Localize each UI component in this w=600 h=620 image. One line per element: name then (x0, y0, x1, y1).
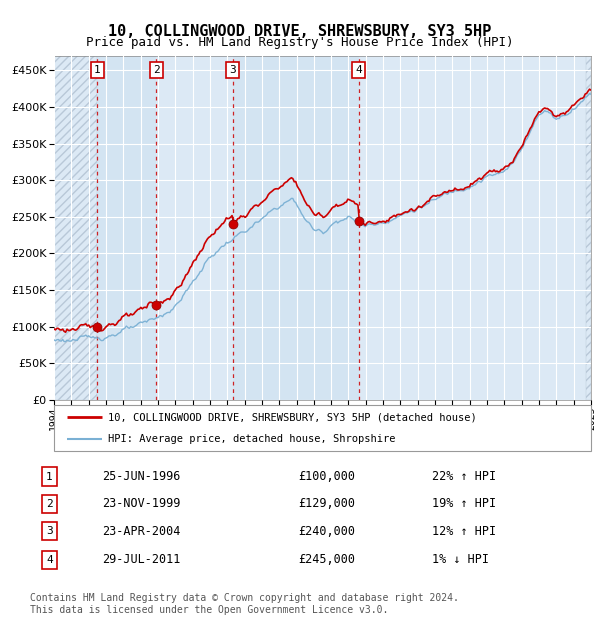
Text: 23-NOV-1999: 23-NOV-1999 (103, 497, 181, 510)
Bar (54, 56, 97, 400)
Text: £240,000: £240,000 (298, 525, 355, 538)
Text: 12% ↑ HPI: 12% ↑ HPI (432, 525, 496, 538)
Text: 4: 4 (355, 65, 362, 75)
Text: £100,000: £100,000 (298, 470, 355, 483)
Text: HPI: Average price, detached house, Shropshire: HPI: Average price, detached house, Shro… (108, 434, 395, 444)
Bar (233, 56, 359, 400)
Text: 23-APR-2004: 23-APR-2004 (103, 525, 181, 538)
Bar (586, 56, 591, 400)
Text: 3: 3 (229, 65, 236, 75)
Text: 19% ↑ HPI: 19% ↑ HPI (432, 497, 496, 510)
Text: 1: 1 (94, 65, 101, 75)
Text: 22% ↑ HPI: 22% ↑ HPI (432, 470, 496, 483)
Text: Price paid vs. HM Land Registry's House Price Index (HPI): Price paid vs. HM Land Registry's House … (86, 36, 514, 49)
Text: £129,000: £129,000 (298, 497, 355, 510)
Text: 2: 2 (153, 65, 160, 75)
Text: Contains HM Land Registry data © Crown copyright and database right 2024.
This d: Contains HM Land Registry data © Crown c… (30, 593, 459, 615)
Text: 1: 1 (46, 472, 53, 482)
Text: 1% ↓ HPI: 1% ↓ HPI (432, 554, 489, 566)
Text: 4: 4 (46, 555, 53, 565)
Text: 3: 3 (46, 526, 53, 536)
Text: 2: 2 (46, 499, 53, 509)
Text: 10, COLLINGWOOD DRIVE, SHREWSBURY, SY3 5HP: 10, COLLINGWOOD DRIVE, SHREWSBURY, SY3 5… (109, 24, 491, 38)
Bar (54, 56, 97, 400)
Text: £245,000: £245,000 (298, 554, 355, 566)
Text: 25-JUN-1996: 25-JUN-1996 (103, 470, 181, 483)
Text: 10, COLLINGWOOD DRIVE, SHREWSBURY, SY3 5HP (detached house): 10, COLLINGWOOD DRIVE, SHREWSBURY, SY3 5… (108, 412, 476, 422)
Bar (97, 56, 156, 400)
Text: 29-JUL-2011: 29-JUL-2011 (103, 554, 181, 566)
